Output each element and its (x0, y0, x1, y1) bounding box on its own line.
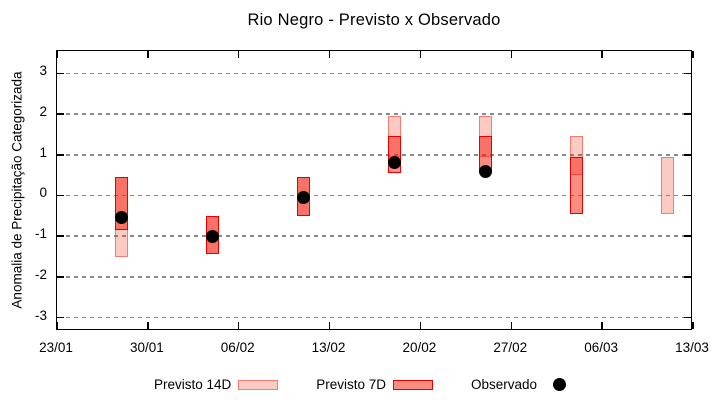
y-tick-mark (684, 194, 691, 197)
y-tick-mark (57, 316, 64, 319)
x-tick-mark (328, 51, 331, 58)
x-tick-mark (692, 51, 694, 58)
x-tick-mark (147, 51, 149, 58)
y-tick-mark (57, 154, 64, 156)
x-tick-mark (692, 322, 694, 329)
y-tick-mark (684, 113, 691, 115)
x-tick-mark (419, 322, 422, 329)
gridline (58, 235, 690, 237)
legend-label-observado: Observado (471, 377, 538, 392)
forecast-14d-bar (660, 156, 674, 214)
y-tick-mark (57, 194, 64, 197)
observed-dot (115, 211, 129, 225)
x-tick-label: 27/02 (493, 340, 528, 355)
legend-item-previsto-14d: Previsto 14D (153, 377, 279, 392)
y-tick-label: 0 (39, 185, 47, 201)
y-tick-mark (684, 72, 691, 75)
x-tick-mark (601, 51, 603, 58)
y-tick-mark (57, 276, 64, 278)
y-tick-mark (684, 235, 691, 237)
gridline (58, 316, 690, 319)
x-tick-label: 13/03 (675, 340, 709, 355)
gridline (58, 194, 690, 197)
x-tick-mark (237, 322, 240, 329)
x-tick-label: 13/02 (311, 340, 346, 355)
y-tick-mark (684, 154, 691, 156)
x-tick-mark (510, 51, 513, 58)
observed-dot (387, 156, 401, 170)
y-tick-label: -1 (34, 226, 47, 242)
x-tick-mark (56, 51, 58, 58)
y-tick-label: 3 (39, 63, 47, 79)
y-tick-label: 2 (39, 104, 47, 120)
legend-observado-marker (553, 378, 567, 391)
y-tick-mark (57, 113, 64, 115)
legend-swatch-previsto-14d (238, 379, 279, 390)
x-tick-mark (147, 322, 149, 329)
gridline (58, 276, 690, 278)
plot-area (56, 50, 694, 330)
x-tick-mark (237, 51, 240, 58)
x-tick-label: 06/02 (220, 340, 255, 355)
x-tick-mark (510, 322, 513, 329)
legend-item-observado: Observado (471, 377, 567, 392)
y-tick-mark (684, 316, 691, 319)
gridline (58, 153, 690, 156)
x-tick-mark (601, 322, 603, 329)
chart-title: Rio Negro - Previsto x Observado (247, 11, 501, 29)
x-tick-mark (56, 322, 58, 329)
y-tick-label: -3 (34, 307, 47, 323)
x-tick-label: 06/03 (584, 340, 619, 355)
x-tick-label: 30/01 (129, 340, 164, 355)
y-tick-label: -2 (34, 266, 47, 282)
observed-dot (478, 164, 492, 178)
legend-label-previsto-7d: Previsto 7D (316, 377, 387, 392)
forecast-7d-bar (569, 156, 583, 214)
gridline (58, 72, 690, 75)
observed-dot (297, 191, 311, 204)
gridline (58, 113, 690, 115)
x-tick-label: 23/01 (39, 340, 73, 355)
legend-swatch-previsto-7d (393, 379, 434, 390)
y-tick-label: 1 (39, 144, 47, 160)
x-tick-mark (328, 322, 331, 329)
y-tick-mark (57, 72, 64, 75)
observed-dot (206, 229, 220, 243)
x-tick-label: 20/02 (402, 340, 437, 355)
legend-label-previsto-14d: Previsto 14D (153, 377, 232, 392)
legend: Previsto 14D Previsto 7D Observado (0, 377, 720, 392)
x-tick-mark (419, 51, 422, 58)
legend-item-previsto-7d: Previsto 7D (316, 377, 434, 392)
y-tick-mark (57, 235, 64, 237)
y-tick-mark (684, 276, 691, 278)
